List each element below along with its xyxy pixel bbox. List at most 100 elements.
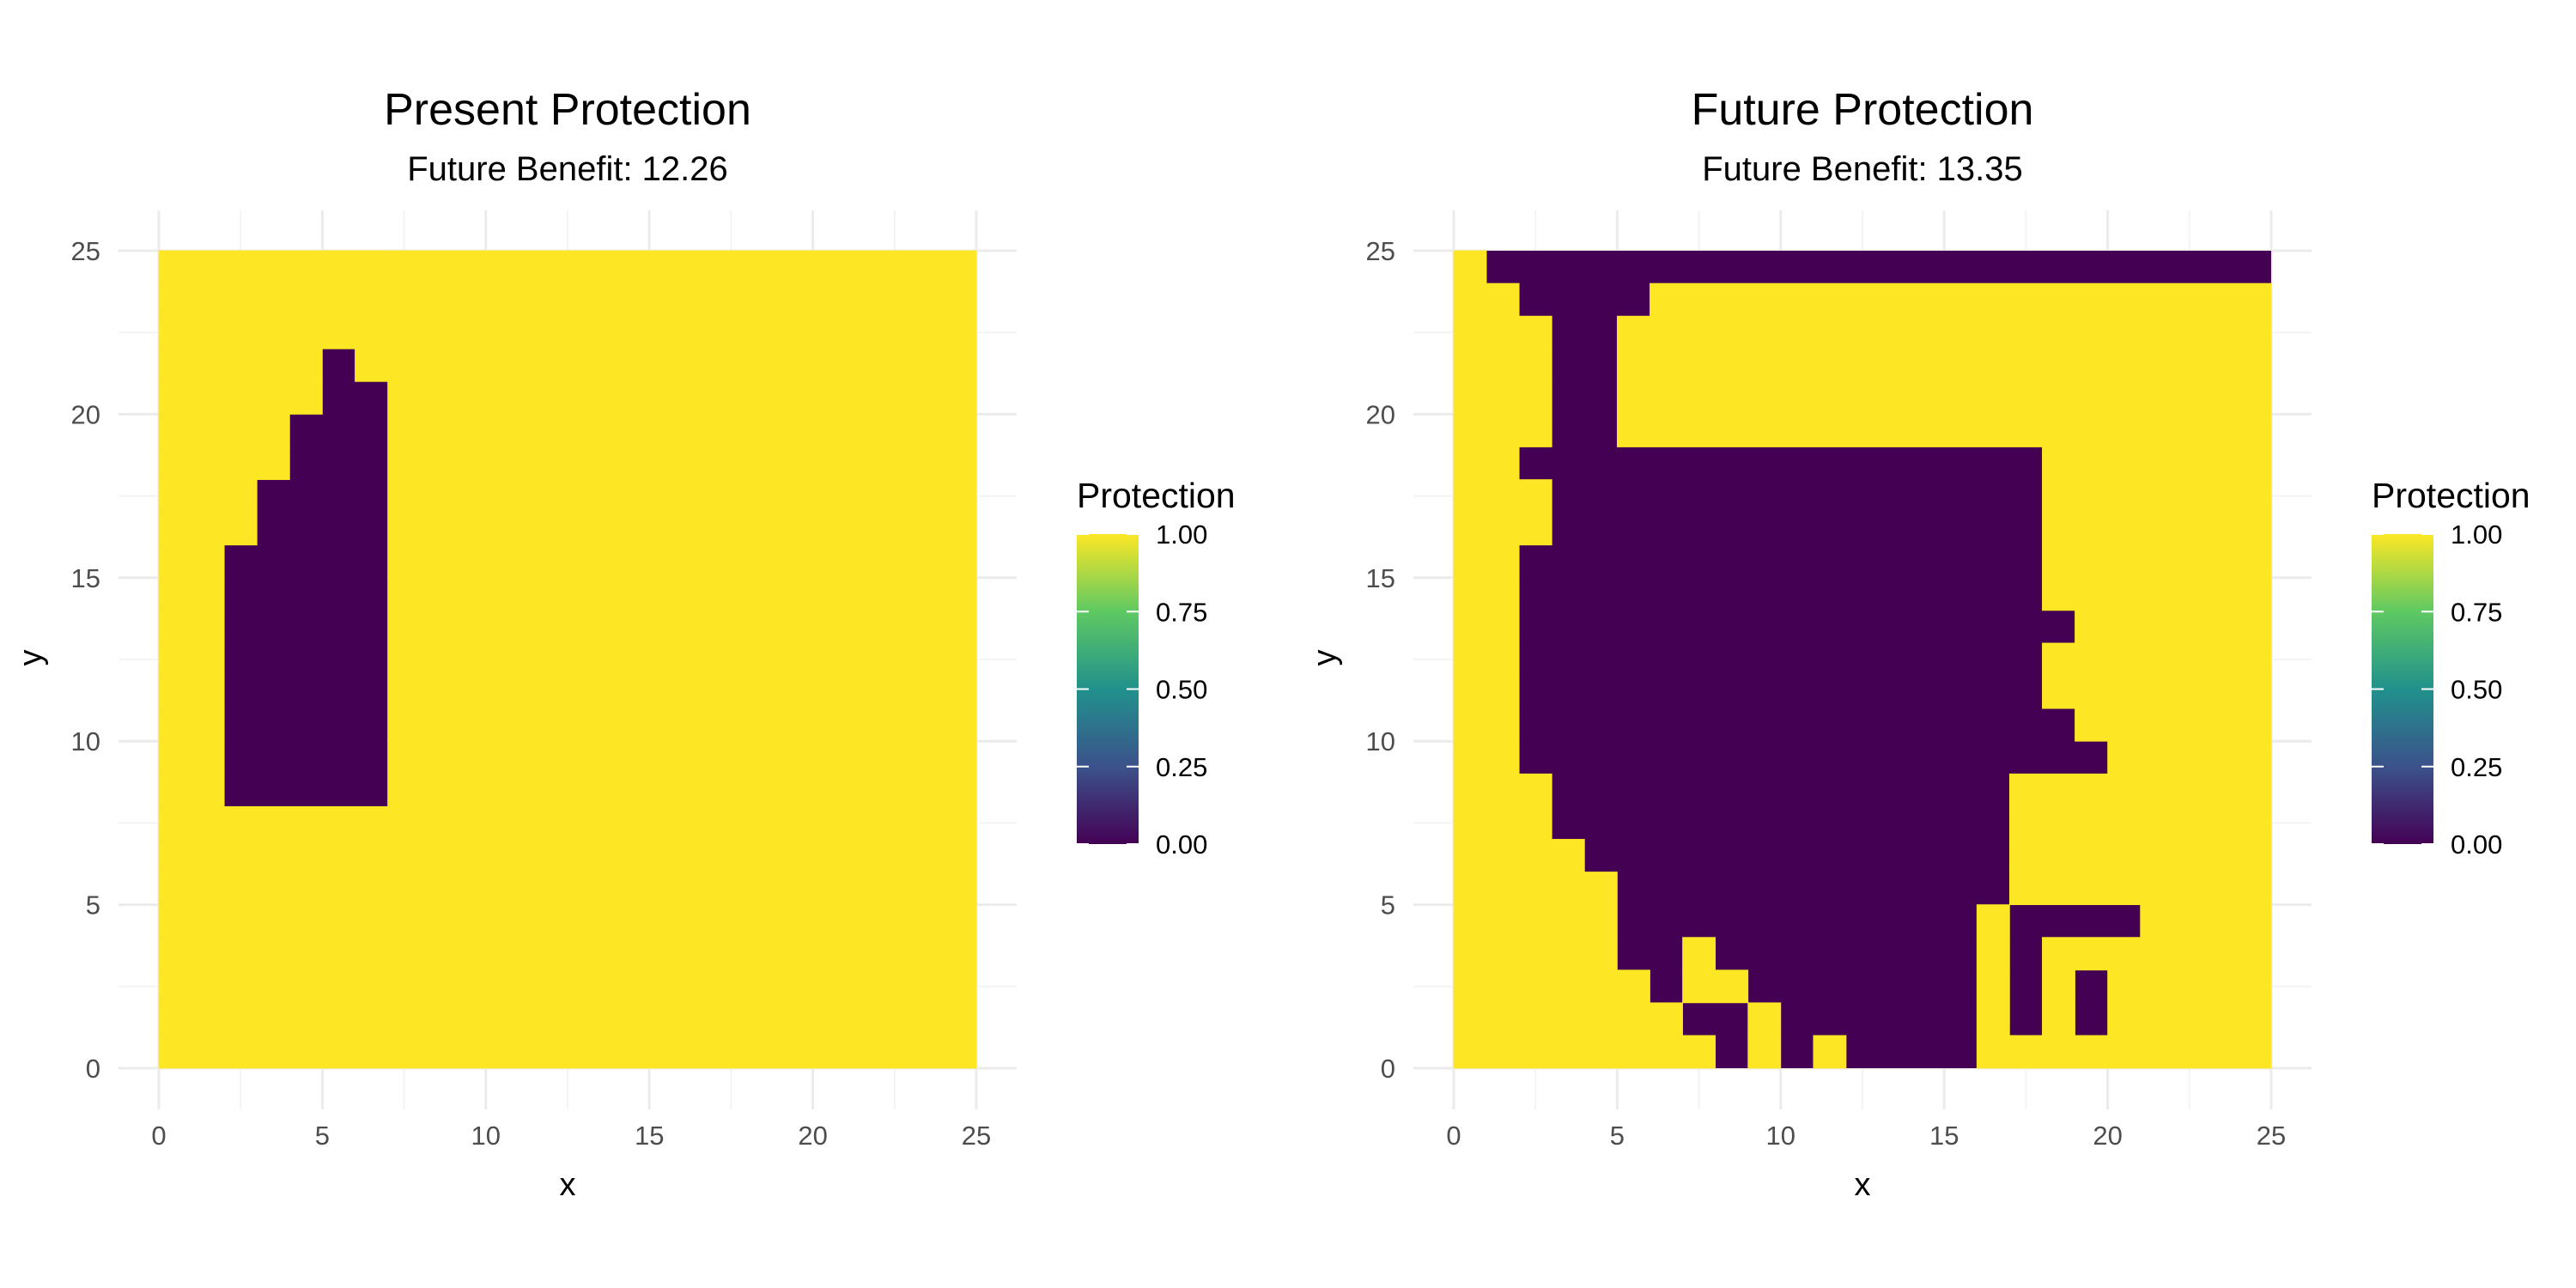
protected-cell-run (2042, 642, 2272, 677)
protected-cell-run (2042, 937, 2272, 971)
protected-cell-run (2075, 708, 2272, 742)
protected-cell-run (158, 839, 977, 872)
protected-cell-run (387, 708, 977, 742)
legend-tick-label: 0.50 (1156, 675, 1207, 705)
y-axis-ticks: 0 5 10 15 20 25 (71, 236, 100, 1084)
protected-cell-run (387, 740, 977, 775)
heatmap-cells (158, 250, 977, 1069)
protected-cell-run (1453, 414, 1552, 447)
protected-cell-run (1453, 479, 1552, 513)
legend-ticks: 0.00 0.25 0.50 0.75 1.00 (1077, 519, 1207, 860)
protected-cell-run (158, 348, 323, 382)
x-axis-ticks: 0 5 10 15 20 25 (1446, 1121, 2286, 1151)
protected-cell-run (1682, 937, 1716, 971)
y-tick-label: 0 (86, 1054, 100, 1084)
color-legend: Protection 0.00 0.25 0.50 0.75 1.00 (2372, 476, 2530, 860)
protected-cell-run (158, 315, 355, 349)
x-tick-label: 15 (1929, 1121, 1959, 1151)
protected-cell-run (158, 380, 323, 415)
protected-cell-run (387, 642, 977, 677)
panel-title: Future Protection (1692, 85, 2034, 135)
protected-cell-run (2042, 544, 2272, 579)
x-tick-label: 0 (151, 1121, 166, 1151)
protected-cell-run (355, 315, 977, 349)
x-axis-label: x (1855, 1167, 1871, 1203)
y-axis-label: y (1307, 650, 1343, 666)
y-tick-label: 5 (1381, 890, 1395, 920)
y-tick-label: 10 (71, 726, 100, 756)
legend-tick-label: 1.00 (2451, 519, 2502, 550)
panel-subtitle: Future Benefit: 13.35 (1702, 150, 2023, 188)
protected-cell-run (2107, 969, 2272, 1004)
protected-cell-run (387, 544, 977, 579)
protected-cell-run (1453, 380, 1552, 415)
protected-cell-run (158, 675, 225, 709)
y-tick-label: 10 (1366, 726, 1395, 756)
protected-cell-run (2008, 872, 2272, 905)
protected-cell-run (1453, 512, 1552, 546)
protected-cell-run (2008, 839, 2272, 872)
protected-cell-run (387, 414, 977, 447)
panel-title: Present Protection (384, 85, 751, 135)
protected-cell-run (1453, 872, 1618, 905)
protected-cell-run (158, 708, 225, 742)
protected-cell-run (1453, 610, 1520, 644)
legend-title: Protection (2372, 476, 2530, 515)
protected-cell-run (2107, 740, 2272, 775)
protected-cell-run (158, 544, 225, 579)
protected-cell-run (2042, 479, 2272, 513)
y-axis-label: y (13, 650, 49, 666)
protected-cell-run (387, 675, 977, 709)
protected-cell-run (1453, 839, 1585, 872)
protected-cell-run (1976, 937, 2010, 971)
y-tick-label: 25 (1366, 236, 1395, 266)
protected-cell-run (1453, 1035, 1716, 1069)
protected-cell-run (387, 512, 977, 546)
y-tick-label: 25 (71, 236, 100, 266)
legend-tick-label: 0.75 (2451, 597, 2502, 627)
protected-cell-run (387, 447, 977, 480)
protected-cell-run (1682, 969, 1749, 1004)
legend-tick-label: 0.25 (1156, 752, 1207, 782)
protected-cell-run (387, 610, 977, 644)
y-tick-label: 15 (71, 563, 100, 593)
x-tick-label: 25 (2257, 1121, 2286, 1151)
protected-cell-run (2075, 610, 2272, 644)
protected-cell-run (158, 904, 977, 939)
x-axis-ticks: 0 5 10 15 20 25 (151, 1121, 991, 1151)
protected-cell-run (158, 642, 225, 677)
protected-cell-run (1813, 1035, 1847, 1069)
protected-cell-run (1453, 1002, 1683, 1036)
protected-cell-run (1453, 283, 1520, 317)
protected-cell-run (1976, 1002, 2010, 1036)
protected-cell-run (387, 773, 977, 807)
heatmap-cells (1453, 250, 2272, 1069)
x-tick-label: 15 (635, 1121, 664, 1151)
protected-cell-run (2008, 805, 2272, 840)
protected-cell-run (2042, 1002, 2075, 1036)
protected-cell-run (158, 512, 258, 546)
panel-present-protection: Present Protection Future Benefit: 12.26… (13, 85, 1236, 1203)
protected-cell-run (158, 1035, 977, 1069)
legend-tick-label: 0.50 (2451, 675, 2502, 705)
y-tick-label: 15 (1366, 563, 1395, 593)
protected-cell-run (1617, 414, 2272, 447)
protected-cell-run (387, 380, 977, 415)
protected-cell-run (322, 283, 977, 317)
legend-tick-label: 1.00 (1156, 519, 1207, 550)
protected-cell-run (158, 805, 977, 840)
panel-future-protection: Future Protection Future Benefit: 13.35 … (1307, 85, 2530, 1203)
protected-cell-run (1453, 447, 1520, 480)
protected-cell-run (2042, 675, 2272, 709)
legend-ticks: 0.00 0.25 0.50 0.75 1.00 (2372, 519, 2502, 860)
protected-cell-run (322, 250, 977, 284)
protected-cell-run (1453, 544, 1520, 579)
x-tick-label: 10 (1766, 1121, 1795, 1151)
protected-cell-run (1453, 773, 1552, 807)
color-legend: Protection 0.00 0.25 0.50 0.75 1.00 (1077, 476, 1236, 860)
protected-cell-run (1453, 937, 1618, 971)
legend-tick-label: 0.75 (1156, 597, 1207, 627)
legend-title: Protection (1077, 476, 1236, 515)
protected-cell-run (158, 1002, 977, 1036)
